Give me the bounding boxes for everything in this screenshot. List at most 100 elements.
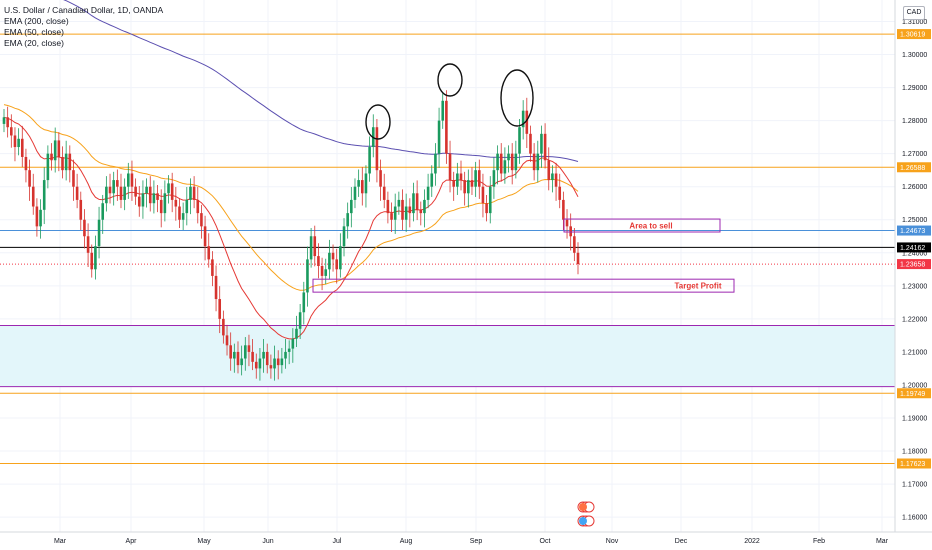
candle-body (137, 196, 141, 207)
candle-body (510, 153, 514, 171)
candle-body (456, 173, 459, 187)
candle-body (17, 138, 20, 148)
candle-body (419, 209, 423, 214)
candle-body (397, 199, 401, 207)
candle-body (492, 170, 496, 187)
month-label: Dec (675, 538, 688, 545)
candle-body (342, 226, 346, 247)
price-tick-label: 1.31000 (902, 19, 927, 26)
month-label: Nov (606, 538, 619, 545)
candle-body (247, 345, 251, 352)
level-price-tag (897, 242, 931, 253)
candle-body (262, 351, 265, 359)
candle-body (57, 140, 61, 157)
candle-body (423, 199, 426, 214)
candle-body (130, 173, 134, 187)
candle-body (178, 206, 181, 220)
candle-body (536, 153, 540, 171)
candle-body (569, 226, 572, 237)
candle-body (353, 186, 357, 200)
pattern-circles (365, 63, 534, 140)
candle-body (61, 156, 64, 171)
price-tick-label: 1.23000 (902, 283, 927, 290)
candle-body (302, 292, 306, 313)
level-price-label: 1.19749 (900, 391, 925, 398)
candle-body (364, 173, 368, 194)
candle-body (386, 199, 390, 214)
month-label: Oct (540, 538, 551, 545)
candle-body (152, 193, 156, 204)
candle-body (86, 236, 90, 253)
candle-body (284, 351, 287, 359)
candle-body (189, 186, 192, 200)
candle-body (211, 259, 214, 276)
price-tick-label: 1.16000 (902, 515, 927, 522)
candle-body (218, 299, 222, 319)
candle-body (258, 358, 262, 369)
peak-circle (500, 69, 534, 127)
price-tick-label: 1.26000 (902, 184, 927, 191)
candle-body (101, 203, 105, 220)
legend-ema200[interactable]: EMA (200, close) (4, 16, 69, 26)
candle-body (291, 338, 295, 349)
event-icons[interactable] (577, 501, 595, 527)
candle-body (79, 199, 83, 220)
candle-body (551, 173, 554, 181)
candle-body (554, 173, 558, 187)
candle-body (331, 252, 335, 260)
candle-body (64, 153, 68, 171)
candle-body (83, 219, 86, 237)
candle-body (474, 170, 477, 187)
candle-body (430, 173, 434, 187)
candle-body (576, 252, 580, 265)
currency-button[interactable]: CAD (903, 6, 925, 20)
candle-body (529, 133, 532, 154)
candle-body (225, 335, 229, 346)
candle-body (448, 153, 452, 181)
target-profit-box (312, 278, 735, 293)
candle-body (470, 180, 474, 187)
level-price-tag (897, 458, 931, 469)
candle-body (503, 160, 507, 174)
ema200-line (63, 0, 579, 162)
legend-title: U.S. Dollar / Canadian Dollar, 1D, OANDA (4, 5, 164, 15)
candle-body (116, 180, 119, 187)
event-flag-icon (579, 517, 587, 525)
price-axis-bg (895, 0, 932, 550)
candle-body (320, 266, 324, 276)
candle-body (185, 199, 189, 214)
candle-body (192, 186, 196, 200)
price-tick-label: 1.20000 (902, 382, 927, 389)
candle-body (170, 183, 174, 200)
candle-body (481, 186, 485, 204)
level-price-label: 1.24162 (900, 245, 925, 252)
candle-body (507, 153, 510, 161)
level-price-label: 1.17623 (900, 461, 925, 468)
level-price-label: 1.24673 (900, 228, 925, 235)
candle-body (236, 351, 240, 366)
candle-body (485, 203, 488, 214)
price-tick-label: 1.29000 (902, 85, 927, 92)
month-label: Sep (470, 538, 483, 545)
demand-zone-layer (0, 324, 895, 388)
legend-ema50[interactable]: EMA (50, close) (4, 27, 64, 37)
area-to-sell-box (563, 218, 721, 233)
month-label: May (197, 538, 211, 545)
candle-body (306, 259, 309, 293)
candle-body (562, 199, 565, 220)
peak-circle (365, 104, 391, 140)
candle-body (167, 183, 170, 194)
candle-body (207, 246, 211, 260)
month-label: Jun (262, 538, 273, 545)
time-axis[interactable]: Mar Apr May Jun Jul Aug Sep Oct Nov Dec 2022 Feb Mar (54, 538, 889, 545)
legend-ema20[interactable]: EMA (20, close) (4, 38, 64, 48)
candle-body (148, 186, 152, 204)
price-tick-label: 1.24000 (902, 250, 927, 257)
candle-body (94, 246, 97, 270)
candle-body (280, 358, 284, 366)
candle-body (269, 365, 273, 369)
candle-body (46, 153, 50, 181)
level-price-tag (897, 225, 931, 236)
